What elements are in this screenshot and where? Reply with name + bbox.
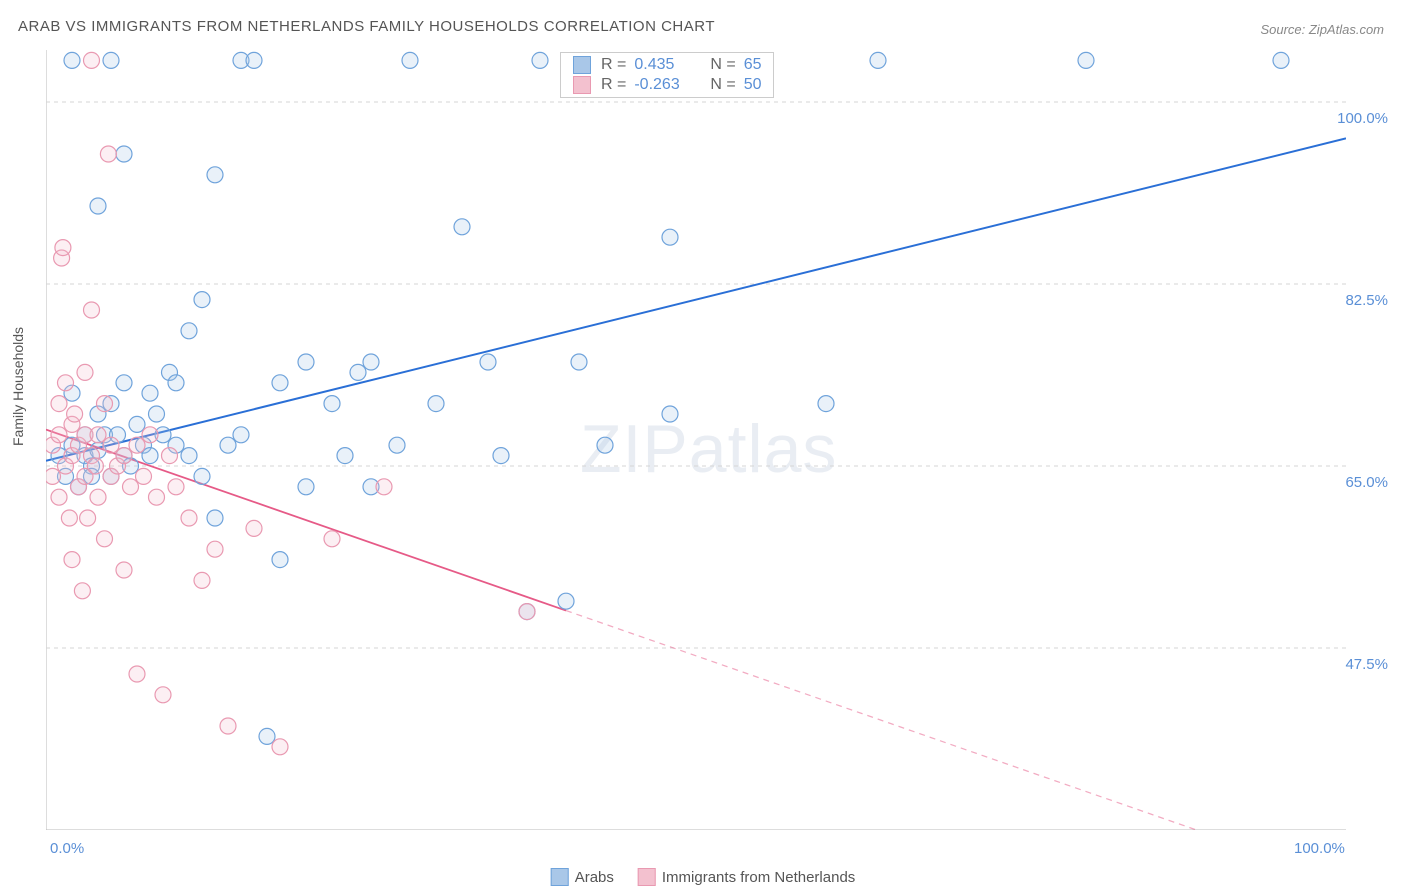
x-tick-label: 100.0% xyxy=(1294,840,1345,857)
y-tick-label: 82.5% xyxy=(1345,292,1388,309)
r-value-arabs: 0.435 xyxy=(634,56,694,74)
chart-area xyxy=(46,50,1346,830)
y-tick-label: 47.5% xyxy=(1345,656,1388,673)
legend-label-arabs: Arabs xyxy=(575,869,614,886)
legend-row-netherlands: R = -0.263 N = 50 xyxy=(561,75,773,95)
legend-item-arabs: Arabs xyxy=(551,868,614,886)
r-label: R = xyxy=(601,76,626,94)
y-tick-label: 65.0% xyxy=(1345,474,1388,491)
n-value-netherlands: 50 xyxy=(744,76,762,94)
swatch-arabs-bottom xyxy=(551,868,569,886)
legend-label-netherlands: Immigrants from Netherlands xyxy=(662,869,855,886)
series-legend: Arabs Immigrants from Netherlands xyxy=(551,868,856,886)
swatch-arabs xyxy=(573,56,591,74)
y-axis-label: Family Households xyxy=(10,327,26,446)
x-tick-label: 0.0% xyxy=(50,840,84,857)
swatch-netherlands xyxy=(573,76,591,94)
legend-row-arabs: R = 0.435 N = 65 xyxy=(561,55,773,75)
scatter-chart xyxy=(46,50,1346,830)
source-attribution: Source: ZipAtlas.com xyxy=(1260,22,1384,37)
n-label: N = xyxy=(710,56,735,74)
chart-title: ARAB VS IMMIGRANTS FROM NETHERLANDS FAMI… xyxy=(18,18,715,35)
y-tick-label: 100.0% xyxy=(1337,110,1388,127)
swatch-netherlands-bottom xyxy=(638,868,656,886)
r-value-netherlands: -0.263 xyxy=(634,76,694,94)
r-label: R = xyxy=(601,56,626,74)
n-value-arabs: 65 xyxy=(744,56,762,74)
correlation-legend: R = 0.435 N = 65 R = -0.263 N = 50 xyxy=(560,52,774,98)
n-label: N = xyxy=(710,76,735,94)
legend-item-netherlands: Immigrants from Netherlands xyxy=(638,868,855,886)
